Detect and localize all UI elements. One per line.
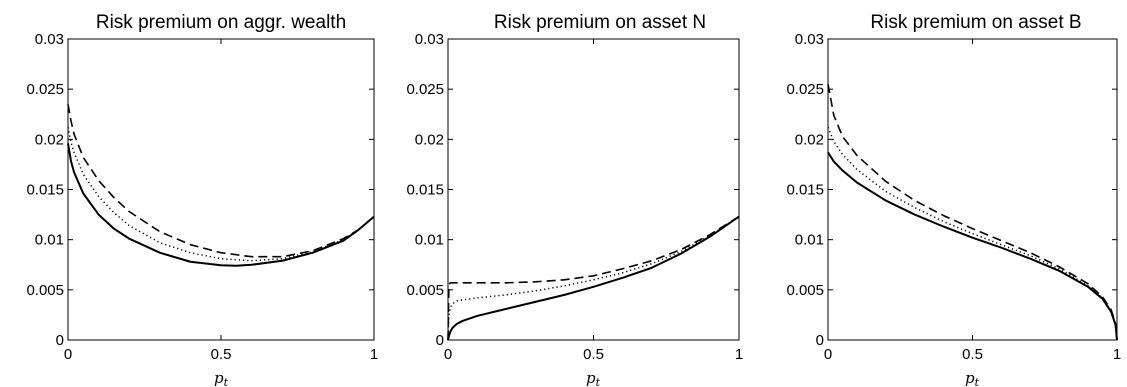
x-tick-label: 1	[370, 346, 378, 363]
series-line-dotted	[447, 215, 740, 341]
plot-frame	[827, 38, 1118, 341]
x-tick-label: 0	[444, 346, 452, 363]
panel-asset-b: Risk premium on asset B 00.0050.010.0150…	[786, 12, 1121, 387]
y-tick-label: 0.01	[415, 232, 444, 249]
series-line-solid	[447, 215, 740, 341]
y-tick-label: 0.02	[35, 131, 64, 148]
panel-title: Risk premium on asset N	[494, 12, 706, 33]
panel-aggregate-wealth: Risk premium on aggr. wealth 00.0050.010…	[26, 12, 378, 387]
panel-asset-n: Risk premium on asset N 00.0050.010.0150…	[406, 12, 743, 387]
y-tick-label: 0.005	[406, 282, 444, 299]
panel-title: Risk premium on aggr. wealth	[96, 12, 346, 33]
x-axis-label: pt	[965, 369, 980, 387]
y-tick-label: 0.025	[406, 81, 444, 98]
x-tick-label: 0.5	[583, 346, 604, 363]
axis-ticks: 0 0.005 0.01 0.015 0.02 0.025 0.03 0 0.5 1	[786, 31, 1121, 363]
axis-ticks: 0 0.005 0.01 0.015 0.02 0.025 0.03 0 0.5 1	[406, 31, 743, 363]
y-tick-label: 0.005	[26, 282, 64, 299]
y-tick-label: 0.02	[415, 131, 444, 148]
series-line-dashed	[827, 84, 1118, 341]
plot-frame	[67, 38, 375, 341]
x-tick-label: 1	[1113, 346, 1121, 363]
series-line-dashed	[447, 215, 740, 341]
plot-frame	[447, 38, 740, 341]
series-line-dashed	[67, 104, 375, 258]
series-line-dotted	[827, 127, 1118, 341]
y-tick-label: 0.01	[795, 232, 824, 249]
panel-title: Risk premium on asset B	[870, 12, 1081, 33]
series-lines	[827, 84, 1118, 341]
series-lines	[447, 215, 740, 341]
y-tick-label: 0.015	[406, 182, 444, 199]
y-tick-label: 0.015	[786, 182, 824, 199]
y-tick-label: 0.015	[26, 182, 64, 199]
axis-ticks: 0 0.005 0.01 0.015 0.02 0.025 0.03 0 0.5 1	[26, 31, 378, 363]
series-line-dotted	[67, 127, 375, 262]
y-tick-label: 0.03	[415, 31, 444, 48]
x-tick-label: 0	[824, 346, 832, 363]
y-tick-label: 0	[816, 332, 824, 349]
y-tick-label: 0.025	[26, 81, 64, 98]
x-tick-label: 1	[735, 346, 743, 363]
series-line-solid	[67, 143, 375, 267]
x-tick-label: 0.5	[962, 346, 983, 363]
x-tick-label: 0.5	[211, 346, 232, 363]
y-tick-label: 0.01	[35, 232, 64, 249]
y-tick-label: 0	[56, 332, 64, 349]
y-tick-label: 0	[436, 332, 444, 349]
series-line-solid	[827, 151, 1118, 341]
series-lines	[67, 104, 375, 267]
y-tick-label: 0.005	[786, 282, 824, 299]
x-axis-label: pt	[214, 369, 229, 387]
y-tick-label: 0.03	[35, 31, 64, 48]
y-tick-label: 0.025	[786, 81, 824, 98]
y-tick-label: 0.02	[795, 131, 824, 148]
x-tick-label: 0	[64, 346, 72, 363]
y-tick-label: 0.03	[795, 31, 824, 48]
x-axis-label: pt	[586, 369, 601, 387]
